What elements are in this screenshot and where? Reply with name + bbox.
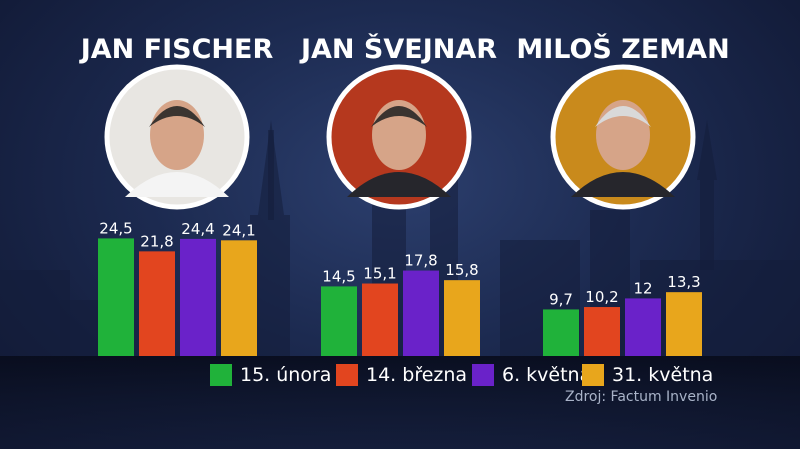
legend-band [0, 356, 800, 449]
value-label-0-3: 24,1 [222, 221, 255, 239]
bar-0-3 [221, 240, 257, 356]
value-label-1-3: 15,8 [445, 261, 478, 279]
bar-1-3 [444, 280, 480, 356]
value-label-2-3: 13,3 [667, 273, 700, 291]
candidate-portrait-1 [326, 64, 472, 210]
value-label-0-1: 21,8 [140, 232, 173, 250]
candidate-portrait-2 [550, 64, 696, 210]
candidate-name-1: JAN ŠVEJNAR [299, 33, 497, 65]
bar-2-3 [666, 292, 702, 356]
value-label-2-2: 12 [633, 279, 652, 297]
value-label-0-2: 24,4 [181, 220, 214, 238]
legend-swatch-2 [472, 364, 494, 386]
bar-1-2 [403, 270, 439, 356]
value-label-0-0: 24,5 [99, 219, 132, 237]
legend-swatch-0 [210, 364, 232, 386]
legend-label-3: 31. května [612, 364, 714, 386]
legend-label-1: 14. března [366, 364, 468, 386]
legend-label-0: 15. února [240, 364, 332, 386]
value-label-2-0: 9,7 [549, 290, 573, 308]
candidate-name-0: JAN FISCHER [79, 34, 274, 65]
legend-item-3: 31. května [582, 363, 713, 387]
value-label-2-1: 10,2 [585, 288, 618, 306]
source-note: Zdroj: Factum Invenio [565, 389, 718, 405]
value-label-1-2: 17,8 [404, 252, 437, 270]
value-label-1-0: 14,5 [322, 267, 355, 285]
legend-item-0: 15. února [210, 363, 331, 387]
candidate-name-2: MILOŠ ZEMAN [516, 33, 729, 65]
legend-swatch-1 [336, 364, 358, 386]
bar-0-0 [98, 238, 134, 356]
legend-item-1: 14. března [336, 363, 467, 387]
bar-0-2 [180, 238, 216, 356]
bar-1-0 [321, 286, 357, 356]
candidate-portrait-0 [104, 64, 250, 210]
bar-1-1 [362, 283, 398, 356]
legend-label-2: 6. května [502, 364, 592, 386]
value-label-1-1: 15,1 [363, 265, 396, 283]
legend-item-2: 6. května [472, 363, 591, 387]
bar-2-1 [584, 307, 620, 356]
bar-0-1 [139, 251, 175, 356]
bar-2-2 [625, 298, 661, 356]
legend-swatch-3 [582, 364, 604, 386]
bar-2-0 [543, 309, 579, 356]
